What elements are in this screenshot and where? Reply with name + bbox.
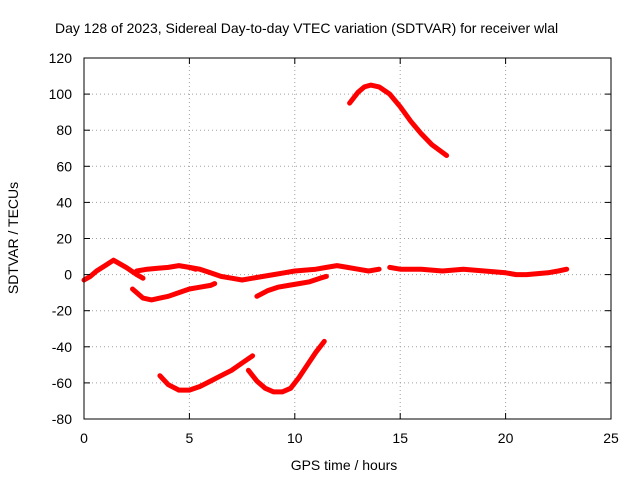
x-tick-label: 20	[498, 430, 514, 446]
y-tick-label: 40	[56, 194, 72, 210]
series-line-arc-2	[134, 263, 199, 274]
axis-ticks: 0 5 10 15 20 25 -80 -60 -40 -20 0 20 40 60 80 100 120	[49, 50, 619, 446]
x-tick-label: 0	[80, 430, 88, 446]
y-tick-label: -40	[52, 339, 72, 355]
y-tick-label: 120	[49, 50, 73, 66]
data-series	[81, 82, 570, 395]
y-tick-label: 60	[56, 158, 72, 174]
y-axis-label: SDTVAR / TECUs	[5, 182, 21, 294]
x-tick-label: 10	[287, 430, 303, 446]
series-line-arc-8	[245, 338, 327, 395]
series-line-arc-1	[81, 257, 146, 283]
y-tick-label: 80	[56, 122, 72, 138]
x-tick-label: 15	[392, 430, 408, 446]
grid-lines	[84, 58, 611, 419]
y-tick-label: 100	[49, 86, 73, 102]
y-tick-label: 20	[56, 231, 72, 247]
series-line-arc-4	[387, 264, 570, 278]
series-line-arc-9	[347, 82, 450, 158]
series-line-arc-6	[254, 273, 329, 299]
y-tick-label: -80	[52, 411, 72, 427]
x-tick-label: 5	[186, 430, 194, 446]
x-tick-label: 25	[603, 430, 619, 446]
y-tick-label: -60	[52, 375, 72, 391]
x-axis-label: GPS time / hours	[291, 457, 398, 473]
y-tick-label: 0	[64, 267, 72, 283]
series-line-arc-7	[157, 353, 256, 393]
chart-title: Day 128 of 2023, Sidereal Day-to-day VTE…	[55, 20, 558, 36]
series-line-arc-5	[130, 281, 218, 303]
plot-frame	[83, 57, 612, 420]
series-line-arc-3	[186, 263, 382, 283]
y-tick-label: -20	[52, 303, 72, 319]
